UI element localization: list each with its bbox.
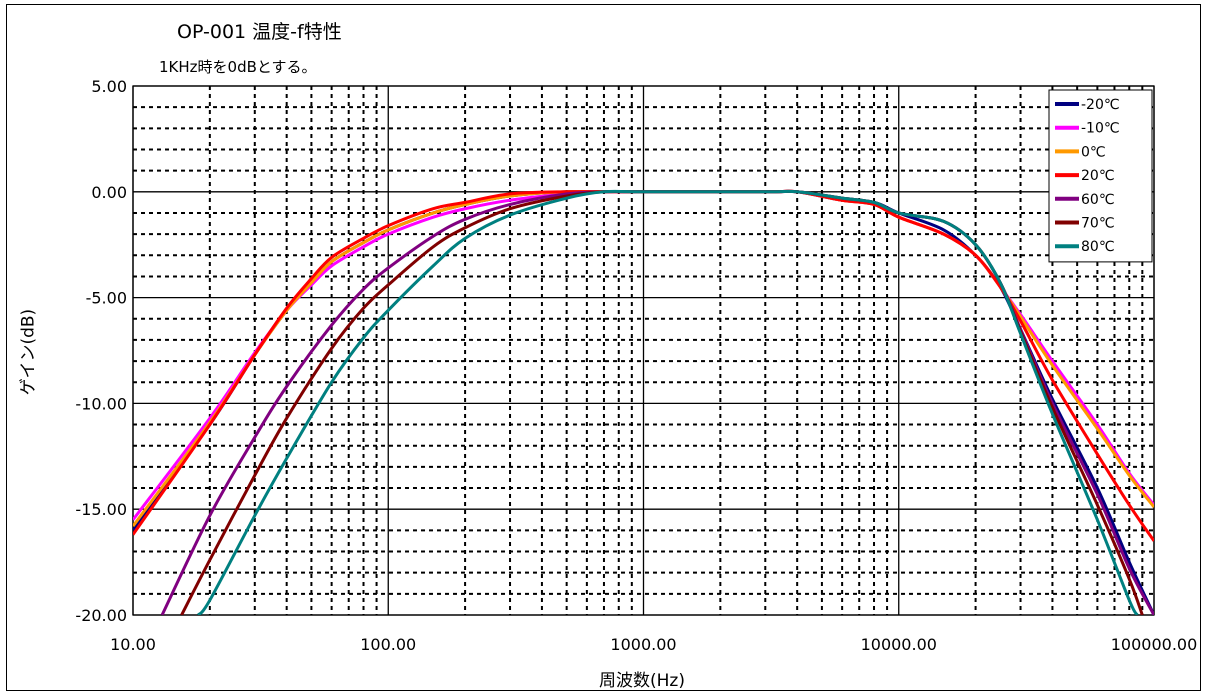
legend-label: 60℃: [1081, 192, 1115, 208]
x-axis-label: 周波数(Hz): [599, 671, 685, 691]
x-tick-label: 100.00: [360, 635, 416, 654]
chart-title: OP-001 温度-f特性: [177, 21, 342, 43]
y-tick-label: -10.00: [75, 394, 127, 413]
plot-area: [132, 85, 1155, 616]
x-tick-label: 10.00: [110, 635, 156, 654]
y-tick-label: -5.00: [86, 289, 127, 308]
legend-label: 80℃: [1081, 239, 1115, 255]
x-tick-label: 10000.00: [861, 635, 937, 654]
y-tick-label: -15.00: [75, 500, 127, 519]
y-tick-label: 0.00: [91, 183, 127, 202]
x-tick-label: 1000.00: [610, 635, 676, 654]
chart-frame: OP-001 温度-f特性 1KHz時を0dBとする。: [6, 4, 1201, 691]
legend-label: 20℃: [1081, 168, 1115, 184]
y-tick-label: -20.00: [75, 606, 127, 625]
legend-label: 70℃: [1081, 216, 1115, 232]
y-tick-label: 5.00: [91, 77, 127, 96]
x-tick-label: 100000.00: [1111, 635, 1198, 654]
series-line-6: [196, 189, 1139, 615]
legend-label: -10℃: [1081, 121, 1120, 137]
legend-label: -20℃: [1081, 97, 1120, 113]
legend-label: 0℃: [1081, 144, 1106, 160]
chart-subtitle: 1KHz時を0dBとする。: [159, 58, 317, 76]
